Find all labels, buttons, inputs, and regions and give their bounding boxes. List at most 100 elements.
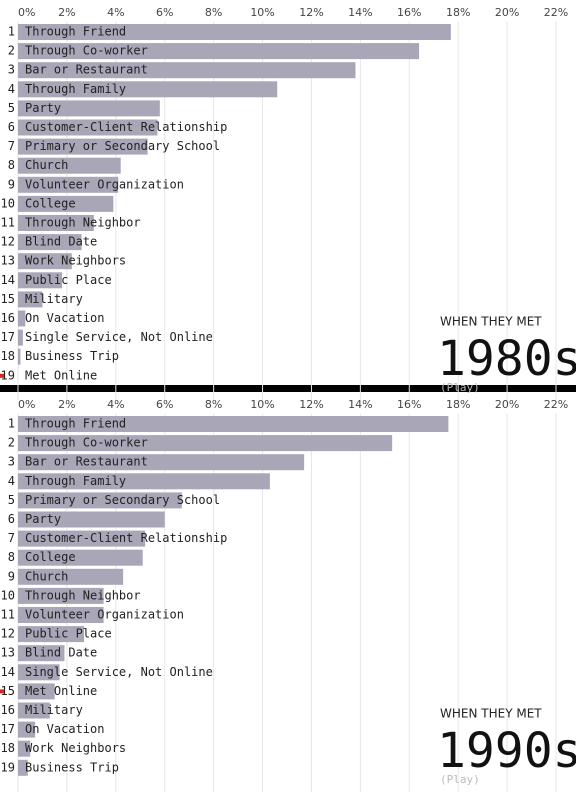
bar <box>18 587 104 604</box>
bar <box>18 234 82 251</box>
category-label: Business Trip <box>25 760 119 774</box>
play-button[interactable]: (Play) <box>440 773 480 786</box>
bar <box>18 549 143 566</box>
rank: 18 <box>1 741 15 755</box>
rank: 11 <box>1 608 15 622</box>
rank: 6 <box>8 120 15 134</box>
x-tick-label: 2% <box>58 6 75 19</box>
x-tick-label: 18% <box>446 6 470 19</box>
rank: 4 <box>8 474 15 488</box>
bar <box>18 253 72 270</box>
bar <box>18 454 305 471</box>
x-tick-label: 20% <box>495 6 519 19</box>
category-label: Through Neighbor <box>25 216 141 230</box>
bar <box>18 348 21 365</box>
category-label: Public Place <box>25 627 112 641</box>
bar <box>18 435 393 452</box>
x-tick-label: 14% <box>348 398 372 411</box>
bar <box>18 310 26 327</box>
bar <box>18 492 182 509</box>
bar <box>18 607 104 623</box>
rank: 14 <box>1 665 15 679</box>
category-label: Business Trip <box>25 349 119 363</box>
x-tick-label: 8% <box>205 6 222 19</box>
rank: 14 <box>1 273 15 287</box>
bar <box>18 664 60 681</box>
category-label: On Vacation <box>25 311 104 325</box>
rank: 10 <box>1 588 15 602</box>
bar <box>18 62 356 79</box>
category-label: Primary or Secondary School <box>25 139 220 153</box>
highlight-marker <box>0 373 4 378</box>
rank: 5 <box>8 493 15 507</box>
bar <box>18 138 148 155</box>
rank: 18 <box>1 349 15 363</box>
rank: 7 <box>8 531 15 545</box>
rank: 17 <box>1 330 15 344</box>
rank: 16 <box>1 703 15 717</box>
category-label: Through Friend <box>25 417 126 431</box>
rank: 11 <box>1 216 15 230</box>
bar <box>18 416 449 432</box>
rank: 12 <box>1 627 15 641</box>
x-tick-label: 4% <box>107 6 124 19</box>
rank: 8 <box>8 158 15 172</box>
rank: 19 <box>1 368 15 382</box>
category-label: Single Service, Not Online <box>25 330 213 344</box>
rank: 5 <box>8 101 15 115</box>
category-label: Met Online <box>25 684 97 698</box>
category-label: Customer-Client Relationship <box>25 120 227 134</box>
x-tick-label: 22% <box>544 398 568 411</box>
x-tick-label: 18% <box>446 398 470 411</box>
x-tick-label: 6% <box>156 6 173 19</box>
x-tick-label: 2% <box>58 398 75 411</box>
bar <box>18 473 270 490</box>
x-tick-label: 22% <box>544 6 568 19</box>
category-label: Bar or Restaurant <box>25 63 148 77</box>
annotation-decade: 1990s <box>437 723 576 779</box>
annotation-decade: 1980s <box>437 331 576 387</box>
category-label: Volunteer Organization <box>25 608 184 622</box>
bar <box>18 568 124 585</box>
category-label: Military <box>25 292 83 306</box>
category-label: Primary or Secondary School <box>25 493 220 507</box>
bar <box>18 721 36 738</box>
bar <box>18 215 94 231</box>
rank: 3 <box>8 455 15 469</box>
bar <box>18 740 31 757</box>
rank: 9 <box>8 569 15 583</box>
category-label: Through Family <box>25 82 126 96</box>
bar <box>18 511 165 528</box>
chart-panel: 0% 2% 4% 6% 8% 10% 12% 14% 16% 18% 20% 22% 1 Through … <box>0 6 576 400</box>
x-tick-label: 20% <box>495 398 519 411</box>
rank: 10 <box>1 196 15 210</box>
category-label: Party <box>25 101 61 115</box>
x-tick-label: 16% <box>397 398 421 411</box>
rank: 7 <box>8 139 15 153</box>
rank: 13 <box>1 254 15 268</box>
annotation-heading: WHEN THEY MET <box>440 315 542 329</box>
category-label: On Vacation <box>25 722 104 736</box>
category-label: Church <box>25 158 68 172</box>
category-label: Volunteer Organization <box>25 177 184 191</box>
rank: 15 <box>1 684 15 698</box>
category-label: Church <box>25 569 68 583</box>
rank: 13 <box>1 646 15 660</box>
x-tick-label: 4% <box>107 398 124 411</box>
category-label: College <box>25 196 76 210</box>
labels: 0% 2% 4% 6% 8% 10% 12% 14% 16% 18% 20% 22% 1 Through … <box>0 398 576 786</box>
bar <box>18 759 28 776</box>
bar <box>18 195 114 212</box>
bar <box>18 291 43 308</box>
bar <box>18 645 65 662</box>
bar <box>18 702 50 719</box>
highlight-marker <box>0 689 4 694</box>
x-tick-label: 0% <box>18 398 35 411</box>
category-label: Military <box>25 703 83 717</box>
x-tick-label: 16% <box>397 6 421 19</box>
play-button[interactable]: (Play) <box>440 381 480 394</box>
annotation-heading: WHEN THEY MET <box>440 707 542 721</box>
x-tick-label: 10% <box>250 6 274 19</box>
rank: 19 <box>1 760 15 774</box>
